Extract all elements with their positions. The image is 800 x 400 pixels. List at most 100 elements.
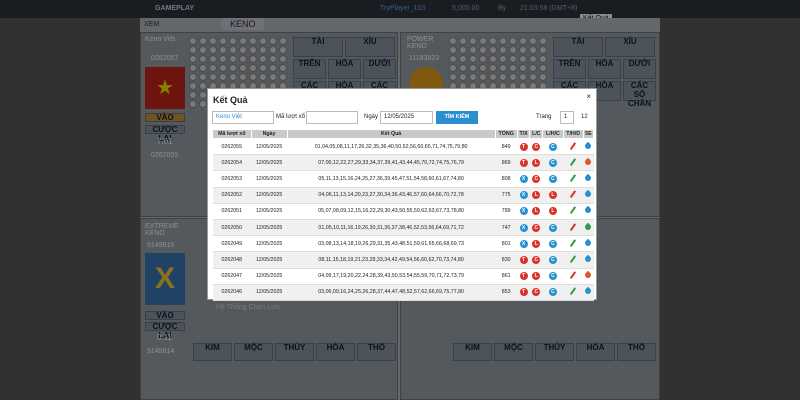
bet-button[interactable]: XỈU: [345, 37, 395, 57]
cell-total: 801: [495, 235, 518, 253]
bet-button[interactable]: CÁC SỐ CHẴN: [623, 81, 656, 107]
cell-result: 05,07,08,09,12,15,16,22,29,30,43,50,55,5…: [287, 203, 496, 220]
game-name: POWER KENO: [407, 36, 434, 50]
result-row: 0262048 12/05/2025 08,11,15,18,19,21,23,28…: [212, 251, 594, 269]
cell-date: 12/05/2025: [251, 203, 288, 220]
ball: [189, 37, 197, 45]
element-icon: [584, 141, 593, 150]
bet-button[interactable]: DƯỚI: [623, 59, 656, 79]
column-header: L/C: [529, 129, 544, 139]
badge: X: [519, 223, 528, 232]
user[interactable]: TryPlayer_103: [380, 5, 426, 12]
cell-5e: [583, 219, 594, 237]
cell-5e: [583, 138, 594, 156]
cell-tx: X: [517, 187, 530, 204]
cell-lhc: C: [542, 268, 564, 285]
bet-button[interactable]: TRÊN: [553, 59, 586, 79]
draw-id: 0262057: [151, 55, 179, 62]
element-button[interactable]: HỎA: [316, 343, 355, 361]
column-header: 5E: [582, 129, 595, 139]
draw-input[interactable]: [306, 111, 358, 124]
bet-button[interactable]: DƯỚI: [363, 59, 396, 79]
cell-lc: L: [529, 154, 543, 172]
ball: [209, 73, 217, 81]
timer: 7:01: [157, 137, 173, 146]
enter[interactable]: VÀO: [145, 113, 185, 122]
element-icon: [584, 157, 593, 167]
ball: [279, 55, 287, 63]
date-input[interactable]: 12/05/2025: [380, 111, 433, 124]
tab[interactable]: KENO: [222, 18, 264, 30]
cell-lc: C: [529, 138, 543, 156]
result-row: 0262054 12/05/2025 07,00,12,22,27,29,33,34…: [212, 154, 594, 172]
ball: [499, 64, 507, 72]
badge: T: [519, 255, 528, 264]
element-icon: [584, 254, 593, 264]
bet-button[interactable]: XỈU: [605, 37, 655, 57]
ball: [249, 46, 257, 54]
ball: [479, 55, 487, 63]
rebet[interactable]: CƯỢC LẠI: [145, 125, 185, 143]
enter[interactable]: VÀO: [145, 311, 185, 320]
element-button[interactable]: THỔ: [617, 343, 656, 361]
bet-button[interactable]: HÒA: [588, 59, 621, 79]
result-row: 0262047 12/05/2025 04,09,17,19,20,22,24,28…: [212, 268, 594, 285]
cell-lhc: C: [542, 251, 564, 269]
ball: [199, 46, 207, 54]
ball: [529, 73, 537, 81]
cell-lhc: C: [542, 138, 564, 156]
page-input[interactable]: 1: [560, 111, 574, 124]
ball: [229, 46, 237, 54]
badge: C: [548, 174, 557, 183]
bet-button[interactable]: TÀI: [553, 37, 603, 57]
element-button[interactable]: THỦY: [275, 343, 314, 361]
bet-button[interactable]: HÒA: [328, 59, 361, 79]
element-icon: [584, 287, 593, 296]
bet-button[interactable]: TÀI: [293, 37, 343, 57]
last-draw: 0262055: [151, 152, 179, 159]
cell-tx: T: [517, 251, 530, 269]
thd-icon: [570, 271, 577, 279]
result-row: 0262051 12/05/2025 05,07,08,09,12,15,16,22…: [212, 203, 594, 220]
element-button[interactable]: THỔ: [357, 343, 396, 361]
cell-5e: [583, 187, 594, 204]
element-button[interactable]: MỘC: [494, 343, 533, 361]
ball: [539, 46, 547, 54]
rebet[interactable]: CƯỢC LẠI: [145, 322, 185, 340]
ball: [459, 46, 467, 54]
search-button[interactable]: TÌM KIẾM: [436, 111, 478, 124]
element-button[interactable]: KIM: [193, 343, 232, 361]
cell-result: 03,08,13,14,18,19,26,29,31,35,43,48,51,5…: [287, 235, 496, 253]
cell-tx: X: [517, 235, 530, 253]
ball: [199, 73, 207, 81]
cell-result: 05,11,13,15,16,24,25,27,36,39,45,47,51,5…: [287, 170, 496, 188]
cell-thd: [563, 251, 584, 269]
ball: [479, 73, 487, 81]
game-select[interactable]: Keno Việt: [212, 111, 274, 124]
ball: [449, 73, 457, 81]
badge: C: [548, 239, 557, 248]
view[interactable]: XEM: [144, 21, 160, 28]
bet-button[interactable]: TRÊN: [293, 59, 326, 79]
close[interactable]: ×: [586, 92, 591, 101]
column-header: Kết Quả: [286, 129, 496, 139]
ball: [229, 55, 237, 63]
thd-icon: [570, 141, 577, 150]
thd-icon: [570, 287, 577, 295]
element-button[interactable]: KIM: [453, 343, 492, 361]
element-button[interactable]: MỘC: [234, 343, 273, 361]
ball: [509, 64, 517, 72]
element-button[interactable]: THỦY: [535, 343, 574, 361]
ball: [189, 46, 197, 54]
game-name: Keno Việt: [145, 36, 176, 43]
badge: C: [532, 174, 541, 183]
element-button[interactable]: HỎA: [576, 343, 615, 361]
cell-date: 12/05/2025: [251, 170, 288, 188]
cell-tx: T: [517, 154, 530, 172]
badge: C: [532, 223, 541, 232]
brand: GAMEPLAY: [155, 5, 195, 12]
cell-date: 12/05/2025: [251, 219, 288, 237]
ball: [259, 46, 267, 54]
badge: X: [519, 239, 528, 248]
ball: [199, 91, 207, 99]
